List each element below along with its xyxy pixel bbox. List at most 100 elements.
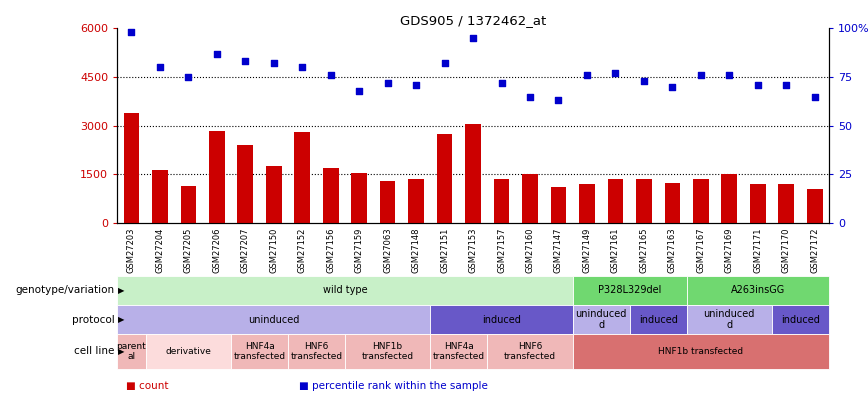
Text: GSM27161: GSM27161 [611,227,620,273]
Text: GSM27163: GSM27163 [667,227,677,273]
Text: GSM27171: GSM27171 [753,227,762,273]
Text: induced: induced [482,315,521,324]
Point [409,81,423,88]
Text: HNF6
transfected: HNF6 transfected [504,342,556,361]
Point [153,64,167,70]
Bar [152,170,168,223]
Point [551,97,565,104]
Point [239,58,253,65]
Bar [807,189,823,223]
Point [580,72,594,78]
Bar [636,179,652,223]
Text: P328L329del: P328L329del [598,286,661,295]
Bar [693,179,708,223]
Text: HNF4a
transfected: HNF4a transfected [433,342,485,361]
Bar [721,175,737,223]
Point [523,93,537,100]
Text: ▶: ▶ [118,347,124,356]
Text: wild type: wild type [323,286,367,295]
Title: GDS905 / 1372462_at: GDS905 / 1372462_at [400,14,546,27]
Text: GSM27063: GSM27063 [383,227,392,273]
Point [381,80,395,86]
Point [808,93,822,100]
Bar [323,168,339,223]
Point [210,51,224,57]
Text: GSM27147: GSM27147 [554,227,563,273]
Point [694,72,707,78]
Text: derivative: derivative [166,347,211,356]
Text: GSM27172: GSM27172 [810,227,819,273]
Point [666,83,680,90]
Text: HNF1b transfected: HNF1b transfected [658,347,743,356]
Text: GSM27204: GSM27204 [155,227,164,273]
Point [637,78,651,84]
Bar [380,181,396,223]
Text: GSM27151: GSM27151 [440,227,449,273]
Text: uninduced
d: uninduced d [575,309,627,330]
Bar [687,276,829,305]
Bar [579,184,595,223]
Point [751,81,765,88]
Bar [408,179,424,223]
Bar [573,276,687,305]
Point [124,29,138,36]
Bar [352,173,367,223]
Text: induced: induced [781,315,820,324]
Text: GSM27153: GSM27153 [469,227,477,273]
Bar [345,334,431,369]
Text: GSM27170: GSM27170 [782,227,791,273]
Text: GSM27205: GSM27205 [184,227,193,273]
Point [608,70,622,77]
Bar [550,188,566,223]
Bar [687,305,772,334]
Point [352,87,366,94]
Text: GSM27156: GSM27156 [326,227,335,273]
Point [722,72,736,78]
Text: ▶: ▶ [118,315,124,324]
Text: parent
al: parent al [116,342,147,361]
Point [181,74,195,80]
Bar [750,184,766,223]
Bar [294,132,310,223]
Bar [665,183,681,223]
Text: GSM27160: GSM27160 [525,227,535,273]
Bar [772,305,829,334]
Text: protocol: protocol [72,315,115,324]
Text: ■ count: ■ count [126,382,168,391]
Bar [117,276,573,305]
Bar [608,179,623,223]
Point [495,80,509,86]
Text: GSM27167: GSM27167 [696,227,706,273]
Point [466,35,480,41]
Text: A263insGG: A263insGG [731,286,785,295]
Bar [231,334,288,369]
Text: GSM27152: GSM27152 [298,227,306,273]
Text: uninduced: uninduced [248,315,299,324]
Text: induced: induced [639,315,678,324]
Bar [523,175,538,223]
Text: GSM27159: GSM27159 [355,227,364,273]
Bar [146,334,231,369]
Text: GSM27206: GSM27206 [213,227,221,273]
Bar [437,134,452,223]
Text: HNF1b
transfected: HNF1b transfected [362,342,414,361]
Bar [181,186,196,223]
Bar [431,305,573,334]
Text: GSM27150: GSM27150 [269,227,279,273]
Bar [487,334,573,369]
Text: cell line: cell line [74,346,115,356]
Bar [209,131,225,223]
Bar [431,334,487,369]
Text: ■ percentile rank within the sample: ■ percentile rank within the sample [299,382,489,391]
Text: GSM27148: GSM27148 [411,227,421,273]
Text: GSM27149: GSM27149 [582,227,591,273]
Text: HNF4a
transfected: HNF4a transfected [233,342,286,361]
Text: GSM27207: GSM27207 [240,227,250,273]
Point [779,81,793,88]
Bar [117,305,431,334]
Bar [494,179,510,223]
Bar [629,305,687,334]
Point [295,64,309,70]
Text: GSM27157: GSM27157 [497,227,506,273]
Point [266,60,280,67]
